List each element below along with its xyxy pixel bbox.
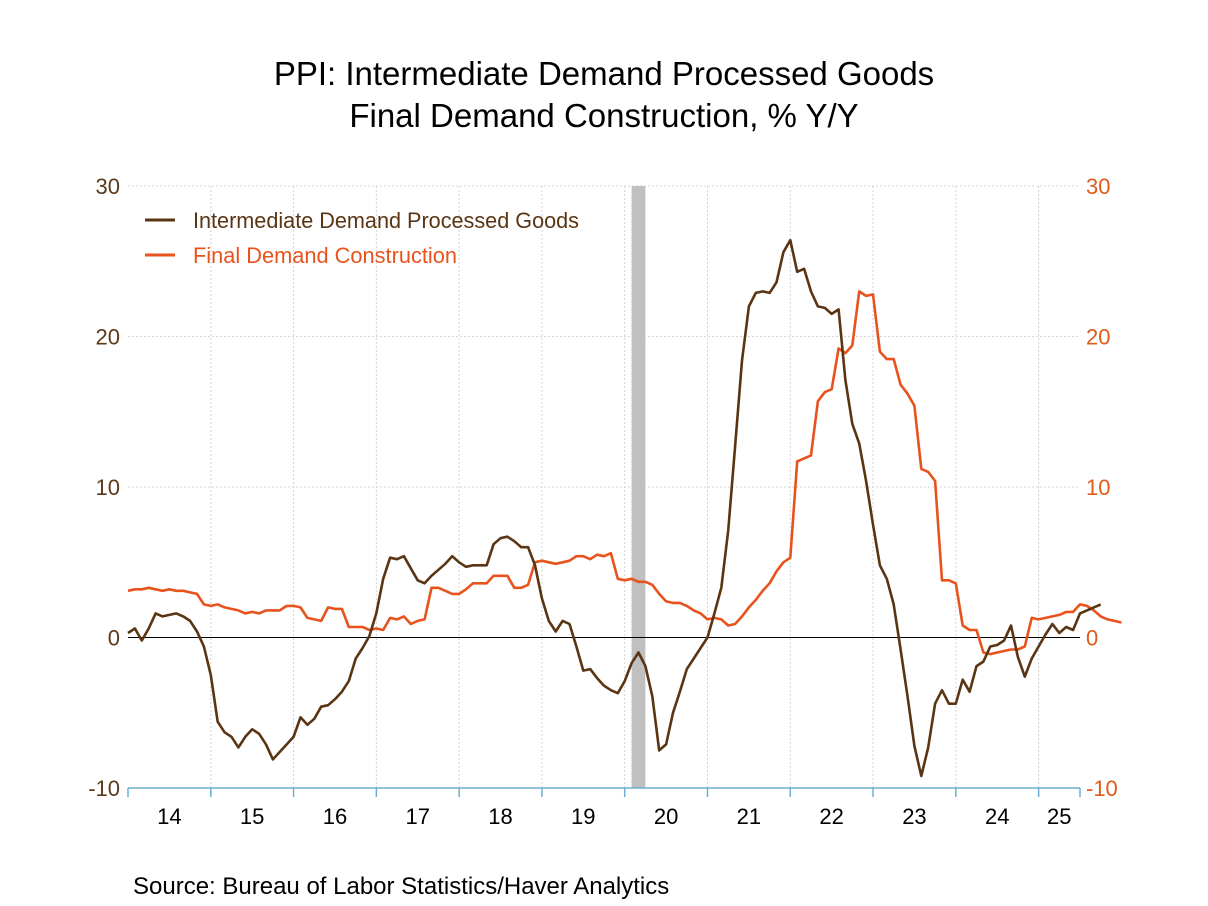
x-tick-label: 16 bbox=[323, 804, 347, 829]
legend-label-construction: Final Demand Construction bbox=[193, 243, 457, 268]
chart-title-line2: Final Demand Construction, % Y/Y bbox=[349, 97, 858, 134]
legend-label-intermediate: Intermediate Demand Processed Goods bbox=[193, 208, 579, 233]
series-lines bbox=[127, 238, 1122, 778]
recession-shade bbox=[631, 186, 646, 788]
y-right-tick-label: 10 bbox=[1086, 475, 1110, 500]
y-right-tick-label: 0 bbox=[1086, 626, 1098, 651]
x-tick-label: 22 bbox=[819, 804, 843, 829]
x-tick-label: 25 bbox=[1047, 804, 1071, 829]
y-left-tick-label: 20 bbox=[96, 325, 120, 350]
gridlines bbox=[128, 185, 1080, 789]
y-left-tick-label: -10 bbox=[88, 776, 120, 801]
series-line-intermediate bbox=[127, 238, 1102, 778]
x-axis-labels: 14 15 16 17 18 19 20 21 22 23 24 25 bbox=[157, 804, 1071, 829]
x-tick-label: 20 bbox=[654, 804, 678, 829]
recession-band bbox=[631, 186, 646, 788]
x-tick-label: 15 bbox=[240, 804, 264, 829]
x-tick-label: 17 bbox=[405, 804, 429, 829]
series-line-construction bbox=[127, 290, 1122, 656]
x-tick-label: 24 bbox=[985, 804, 1009, 829]
legend: Intermediate Demand Processed Goods Fina… bbox=[145, 208, 579, 268]
chart-title-line1: PPI: Intermediate Demand Processed Goods bbox=[274, 55, 934, 92]
y-left-tick-label: 0 bbox=[108, 626, 120, 651]
right-axis-ticks: -10 0 10 20 30 bbox=[1086, 174, 1118, 801]
x-axis bbox=[127, 787, 1081, 797]
y-left-tick-label: 10 bbox=[96, 475, 120, 500]
y-left-tick-label: 30 bbox=[96, 174, 120, 199]
x-tick-label: 18 bbox=[488, 804, 512, 829]
x-tick-label: 19 bbox=[571, 804, 595, 829]
y-right-tick-label: 20 bbox=[1086, 325, 1110, 350]
x-tick-label: 23 bbox=[902, 804, 926, 829]
left-axis-ticks: -10 0 10 20 30 bbox=[88, 174, 120, 801]
y-right-tick-label: -10 bbox=[1086, 776, 1118, 801]
x-tick-label: 14 bbox=[157, 804, 181, 829]
x-tick-label: 21 bbox=[737, 804, 761, 829]
source-note: Source: Bureau of Labor Statistics/Haver… bbox=[133, 873, 669, 900]
y-right-tick-label: 30 bbox=[1086, 174, 1110, 199]
